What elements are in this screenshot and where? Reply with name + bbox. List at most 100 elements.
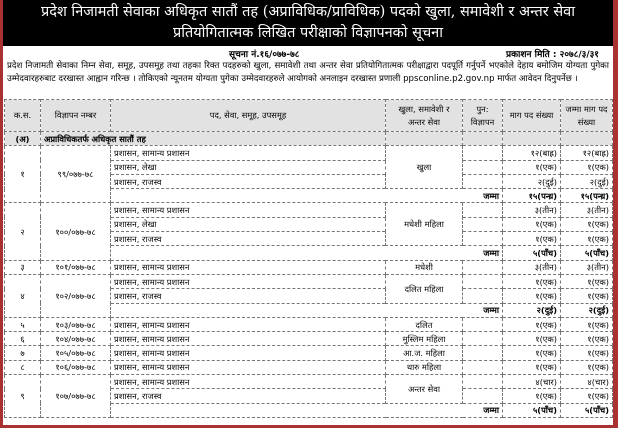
column-header: क.स.: [4, 99, 41, 132]
ad-number: १०३/०७७-७८: [40, 316, 111, 333]
empty-cell: [560, 130, 613, 147]
post-name: प्रशासन, सामान्य प्रशासन: [110, 331, 386, 347]
column-header: जम्मा माग पद संख्या: [560, 99, 613, 132]
readvertise-cell: [462, 145, 503, 161]
post-name: प्रशासन, राजस्व: [110, 173, 386, 190]
notice-meta: सूचना नं.१६/०७७-७८ प्रकाशन मिति : २०७८/३…: [3, 46, 613, 60]
ad-number: १०७/०७७-७८: [40, 374, 111, 418]
post-name: प्रशासन, सामान्य प्रशासन: [110, 316, 386, 333]
post-name: प्रशासन, सामान्य प्रशासन: [110, 273, 386, 290]
ad-number: १०१/०७७-७८: [40, 259, 111, 275]
post-name: प्रशासन, सामान्य प्रशासन: [110, 359, 386, 376]
total-demand-count: १(एक): [560, 345, 613, 361]
post-name: प्रशासन, राजस्व: [110, 388, 386, 404]
total-overall: ५(पाँच): [560, 402, 613, 418]
category: दलित महिला: [385, 273, 463, 304]
table-row: १ ९९/०७७-७८ प्रशासन, सामान्य प्रशासन खुला १२…: [4, 145, 613, 204]
category: मधेशी: [385, 259, 463, 275]
readvertise-cell: [462, 316, 503, 333]
total-label: जम्मा: [110, 188, 503, 204]
notice-page: प्रदेश निजामती सेवाका अधिकृत सातौं तह (अ…: [3, 0, 613, 425]
readvertise-cell: [462, 173, 503, 190]
serial-number: १: [4, 145, 41, 204]
category: आ.ज. महिला: [385, 345, 463, 361]
demand-count: १(एक): [502, 316, 561, 333]
empty-cell: [502, 130, 561, 147]
total-demand-count: ३(तीन): [560, 202, 613, 218]
table-row: प्रशासन, राजस्व २(दुई) २(दुई): [5, 173, 613, 190]
ad-number: १०५/०७७-७८: [40, 345, 111, 361]
total-demand: २(दुई): [502, 302, 561, 318]
serial-number: ८: [4, 359, 41, 376]
demand-count: १(एक): [502, 231, 561, 247]
table-row: प्रशासन, राजस्व १(एक) १(एक): [5, 288, 613, 304]
post-name: प्रशासन, सामान्य प्रशासन: [110, 202, 386, 218]
readvertise-cell: [462, 359, 503, 376]
total-demand-count: १(एक): [560, 273, 613, 290]
table-row: ३ १०१/०७७-७८ प्रशासन, सामान्य प्रशासन मधेशी…: [4, 259, 613, 275]
demand-count: १(एक): [502, 216, 561, 233]
category: अन्तर सेवा: [385, 374, 463, 404]
title-line-1: प्रदेश निजामती सेवाका अधिकृत सातौं तह (अ…: [41, 4, 575, 20]
total-demand: ५(पाँच): [502, 402, 561, 418]
total-overall: २(दुई): [560, 302, 613, 318]
notice-paragraph: प्रदेश निजामती सेवाका निम्न सेवा, समूह, …: [7, 61, 609, 84]
total-demand-count: १(एक): [560, 316, 613, 333]
table-row: प्रशासन, लेखा १(एक) १(एक): [5, 159, 613, 175]
readvertise-cell: [462, 231, 503, 247]
table-row: ४ १०२/०७७-७८ प्रशासन, सामान्य प्रशासन दलित …: [4, 273, 613, 318]
vacancy-table: क.स. विज्ञापन नम्बर पद, सेवा, समूह, उपसमूह…: [4, 99, 613, 418]
category: दलित: [385, 316, 463, 333]
demand-count: ४(चार): [502, 374, 561, 390]
post-name: प्रशासन, लेखा: [110, 216, 386, 233]
total-demand-count: २(दुई): [560, 173, 613, 190]
total-overall: १५(पन्ध्र): [560, 188, 613, 204]
serial-number: ३: [4, 259, 41, 275]
column-header: खुला, समावेशी र अन्तर सेवा: [385, 99, 463, 132]
column-header: पद, सेवा, समूह, उपसमूह: [110, 99, 386, 132]
post-name: प्रशासन, राजस्व: [110, 288, 386, 304]
table-row: ७ १०५/०७७-७८ प्रशासन, सामान्य प्रशासन आ.ज. …: [4, 345, 613, 361]
table-row: ५ १०३/०७७-७८ प्रशासन, सामान्य प्रशासन दलित १…: [4, 316, 613, 333]
readvertise-cell: [462, 331, 503, 347]
demand-count: १(एक): [502, 288, 561, 304]
total-demand-count: १(एक): [560, 231, 613, 247]
total-row: जम्मा १५(पन्ध्र) १५(पन्ध्र): [5, 188, 613, 204]
column-header: माग पद संख्या: [502, 99, 561, 132]
category: थारु महिला: [385, 359, 463, 376]
total-demand: ५(पाँच): [502, 245, 561, 261]
demand-count: १(एक): [502, 159, 561, 175]
total-demand-count: १२(बाह्र): [560, 145, 613, 161]
post-name: प्रशासन, सामान्य प्रशासन: [110, 374, 386, 390]
ad-number: १०२/०७७-७८: [40, 273, 111, 318]
demand-count: १(एक): [502, 359, 561, 376]
empty-cell: [385, 130, 463, 147]
readvertise-cell: [462, 202, 503, 218]
total-label: जम्मा: [110, 302, 503, 318]
demand-count: १(एक): [502, 345, 561, 361]
demand-count: ३(तीन): [502, 259, 561, 275]
serial-number: ७: [4, 345, 41, 361]
readvertise-cell: [462, 273, 503, 290]
total-row: जम्मा ५(पाँच) ५(पाँच): [5, 245, 613, 261]
ad-number: १०४/०७७-७८: [40, 331, 111, 347]
demand-count: १(एक): [502, 331, 561, 347]
total-demand-count: ३(तीन): [560, 259, 613, 275]
serial-number: ९: [4, 374, 41, 418]
readvertise-cell: [462, 345, 503, 361]
total-label: जम्मा: [110, 245, 503, 261]
title-line-2: प्रतियोगितात्मक लिखित परीक्षाको विज्ञापन…: [173, 25, 443, 41]
table-row: प्रशासन, राजस्व १(एक) १(एक): [5, 388, 613, 404]
post-name: प्रशासन, सामान्य प्रशासन: [110, 345, 386, 361]
total-demand-count: १(एक): [560, 216, 613, 233]
column-header: विज्ञापन नम्बर: [40, 99, 111, 132]
section-code: (अ): [4, 130, 41, 147]
notice-number: सूचना नं.१६/०७७-७८: [229, 50, 300, 60]
total-label: जम्मा: [110, 402, 503, 418]
section-label: अप्राविधिकतर्फ अधिकृत सातौं तह: [40, 130, 386, 147]
post-name: प्रशासन, राजस्व: [110, 231, 386, 247]
table-row: ९ १०७/०७७-७८ प्रशासन, सामान्य प्रशासन अन्तर…: [4, 374, 613, 418]
post-name: प्रशासन, सामान्य प्रशासन: [110, 259, 386, 275]
total-demand: १५(पन्ध्र): [502, 188, 561, 204]
category: खुला: [385, 145, 463, 190]
